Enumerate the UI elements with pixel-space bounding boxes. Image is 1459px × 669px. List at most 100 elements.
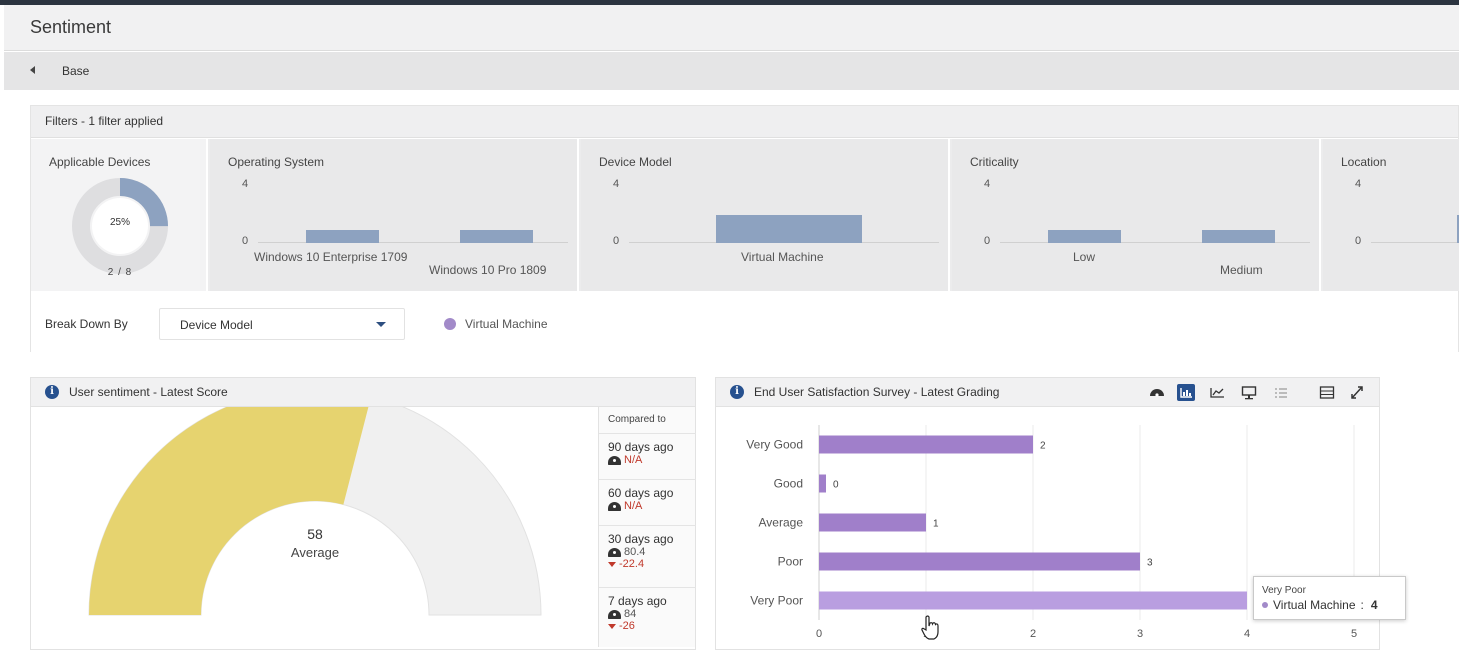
compare-row-value: N/A bbox=[624, 500, 643, 512]
bar[interactable] bbox=[819, 474, 826, 493]
breadcrumb[interactable]: Base bbox=[4, 52, 1459, 90]
panel-title: End User Satisfaction Survey - Latest Gr… bbox=[754, 385, 1000, 399]
x-tick-label: 0 bbox=[816, 628, 822, 640]
bar[interactable] bbox=[819, 435, 1033, 454]
info-icon[interactable]: i bbox=[45, 385, 59, 399]
hand-cursor-icon bbox=[921, 615, 939, 640]
compare-row-label: 30 days ago bbox=[608, 532, 674, 546]
filter-card-label: Location bbox=[1341, 155, 1387, 169]
device-model-category: Virtual Machine bbox=[741, 250, 824, 264]
axis-min: 0 bbox=[984, 235, 991, 247]
down-arrow-icon bbox=[608, 561, 616, 567]
y-category-label: Poor bbox=[778, 555, 803, 569]
compare-row-value: N/A bbox=[624, 454, 643, 466]
table-icon[interactable] bbox=[1318, 384, 1336, 401]
axis-max: 4 bbox=[984, 178, 991, 190]
filter-card-label: Criticality bbox=[970, 155, 1019, 169]
location-bar-partial[interactable] bbox=[1457, 215, 1459, 243]
filter-card-operating-system[interactable]: Operating System 4 0 Windows 10 Enterpri… bbox=[210, 139, 579, 291]
donut-filled-arc bbox=[72, 178, 168, 274]
bar[interactable] bbox=[819, 591, 1247, 610]
gauge-icon bbox=[608, 455, 621, 465]
tooltip-series: Virtual Machine bbox=[1273, 598, 1356, 612]
compared-to-column: Compared to 90 days ago N/A 60 days ago … bbox=[598, 407, 696, 647]
breakdown-select[interactable]: Device Model bbox=[159, 308, 405, 340]
os-bar-enterprise[interactable] bbox=[306, 230, 379, 243]
compare-row-value: 84 bbox=[624, 608, 637, 620]
breadcrumb-base[interactable]: Base bbox=[62, 64, 90, 78]
data-label: 0 bbox=[833, 480, 839, 491]
criticality-category-medium: Medium bbox=[1220, 263, 1263, 277]
filter-card-criticality[interactable]: Criticality 4 0 Low Medium bbox=[952, 139, 1321, 291]
tooltip-value: 4 bbox=[1370, 598, 1378, 612]
criticality-category-low: Low bbox=[1073, 250, 1096, 264]
chevron-down-icon[interactable] bbox=[376, 322, 386, 327]
tooltip-category: Very Poor bbox=[1262, 585, 1306, 596]
filter-card-location[interactable]: Location 4 0 bbox=[1323, 139, 1459, 291]
x-tick-label: 3 bbox=[1137, 628, 1143, 640]
sentiment-gauge: 58 Average bbox=[88, 407, 542, 616]
breakdown-select-value: Device Model bbox=[180, 318, 253, 332]
line-chart-icon[interactable] bbox=[1208, 384, 1226, 401]
compared-to-header: Compared to bbox=[599, 407, 696, 434]
legend-label[interactable]: Virtual Machine bbox=[465, 317, 548, 331]
axis-max: 4 bbox=[1355, 178, 1362, 190]
axis-min: 0 bbox=[613, 235, 620, 247]
y-category-label: Good bbox=[774, 477, 803, 491]
os-category-enterprise: Windows 10 Enterprise 1709 bbox=[254, 250, 408, 264]
gauge-icon bbox=[608, 547, 621, 557]
filter-card-applicable-devices[interactable]: Applicable Devices 25% 2 / 8 bbox=[31, 139, 208, 291]
survey-panel: i End User Satisfaction Survey - Latest … bbox=[715, 377, 1380, 650]
axis-min: 0 bbox=[1355, 235, 1362, 247]
criticality-bar-low[interactable] bbox=[1048, 230, 1121, 243]
tooltip-series-dot bbox=[1262, 602, 1268, 608]
filter-cards: Applicable Devices 25% 2 / 8 Operating S… bbox=[31, 139, 1459, 291]
filter-card-label: Device Model bbox=[599, 155, 672, 169]
filters-header[interactable]: Filters - 1 filter applied bbox=[31, 106, 1458, 138]
panel-title: User sentiment - Latest Score bbox=[69, 385, 228, 399]
user-sentiment-panel: i User sentiment - Latest Score 58 Avera… bbox=[30, 377, 696, 650]
compare-row-label: 90 days ago bbox=[608, 440, 674, 454]
compare-row: 7 days ago 84 -26 bbox=[599, 588, 696, 647]
axis-max: 4 bbox=[242, 178, 249, 190]
filter-card-label: Applicable Devices bbox=[49, 155, 151, 169]
y-category-label: Average bbox=[759, 516, 804, 530]
data-label: 1 bbox=[933, 519, 939, 530]
gauge-icon[interactable] bbox=[1148, 384, 1166, 401]
criticality-bar-medium[interactable] bbox=[1202, 230, 1275, 243]
os-category-pro: Windows 10 Pro 1809 bbox=[429, 263, 547, 277]
gauge-icon bbox=[608, 609, 621, 619]
page-title: Sentiment bbox=[30, 17, 112, 37]
breakdown-row: Break Down By Device Model Virtual Machi… bbox=[31, 291, 1458, 353]
expand-icon[interactable] bbox=[1348, 384, 1366, 401]
down-arrow-icon bbox=[608, 623, 616, 629]
info-icon[interactable]: i bbox=[730, 385, 744, 399]
compare-row-label: 7 days ago bbox=[608, 594, 667, 608]
chart-tooltip: Very Poor Virtual Machine:4 bbox=[1253, 576, 1406, 620]
os-bar-pro[interactable] bbox=[460, 230, 533, 243]
compare-row: 90 days ago N/A bbox=[599, 434, 696, 480]
bar[interactable] bbox=[819, 552, 1140, 571]
bar-chart-icon[interactable] bbox=[1177, 384, 1195, 401]
axis-max: 4 bbox=[613, 178, 620, 190]
monitor-icon[interactable] bbox=[1240, 384, 1258, 401]
donut-percent: 25% bbox=[109, 217, 130, 228]
list-icon[interactable] bbox=[1272, 384, 1290, 401]
legend-dot-icon bbox=[444, 318, 456, 330]
device-model-bar-virtual-machine[interactable] bbox=[716, 215, 862, 243]
donut-count: 2 / 8 bbox=[107, 267, 133, 278]
top-edge-bar bbox=[0, 0, 1459, 5]
applicable-devices-donut bbox=[72, 178, 168, 274]
page-header: Sentiment bbox=[4, 5, 1459, 51]
x-tick-label: 2 bbox=[1030, 628, 1036, 640]
compare-row-label: 60 days ago bbox=[608, 486, 674, 500]
filter-card-device-model[interactable]: Device Model 4 0 Virtual Machine bbox=[581, 139, 950, 291]
back-caret-icon[interactable] bbox=[30, 66, 35, 74]
bar[interactable] bbox=[819, 513, 926, 532]
breakdown-label: Break Down By bbox=[45, 317, 128, 331]
gauge-grade: Average bbox=[291, 545, 339, 560]
compare-row-delta: -26 bbox=[619, 620, 635, 632]
axis-min: 0 bbox=[242, 235, 249, 247]
y-category-label: Very Poor bbox=[750, 594, 803, 608]
